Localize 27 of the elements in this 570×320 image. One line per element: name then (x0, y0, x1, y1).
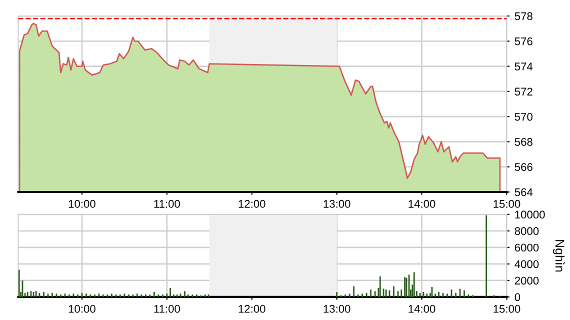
x-tick-label: 12:00 (238, 200, 266, 208)
x-tick-label: 12:00 (238, 304, 266, 313)
x-tick-label: 14:00 (408, 304, 436, 313)
x-tick-label: 13:00 (324, 200, 350, 208)
y-tick-label: 6000 (514, 244, 539, 252)
y-tick-label: 576 (514, 37, 532, 46)
x-tick-label: 11:00 (154, 200, 180, 208)
y-tick-label: 572 (514, 88, 532, 96)
y-tick-label: 2000 (514, 276, 539, 285)
x-tick-label: 11:00 (154, 304, 180, 313)
y-tick-label: 566 (514, 163, 532, 171)
x-tick-label: 15:00 (494, 200, 520, 208)
y-tick-label: 568 (514, 138, 532, 146)
y-tick-label: 574 (514, 62, 533, 70)
y-tick-label: 570 (514, 112, 532, 121)
x-tick-label: 10:00 (68, 200, 96, 208)
y-tick-label: 0 (514, 293, 520, 302)
y-axis-title: Nghìn (552, 240, 565, 272)
y-tick-label: 8000 (514, 227, 539, 236)
y-tick-label: 4000 (514, 260, 539, 268)
x-tick-label: 14:00 (408, 200, 436, 208)
y-tick-label: 10000 (515, 210, 545, 219)
y-tick-label: 578 (514, 12, 532, 20)
x-tick-label: 15:00 (494, 304, 520, 313)
x-tick-label: 13:00 (324, 304, 350, 313)
x-tick-label: 10:00 (68, 304, 96, 313)
y-tick-label: 564 (514, 188, 533, 196)
